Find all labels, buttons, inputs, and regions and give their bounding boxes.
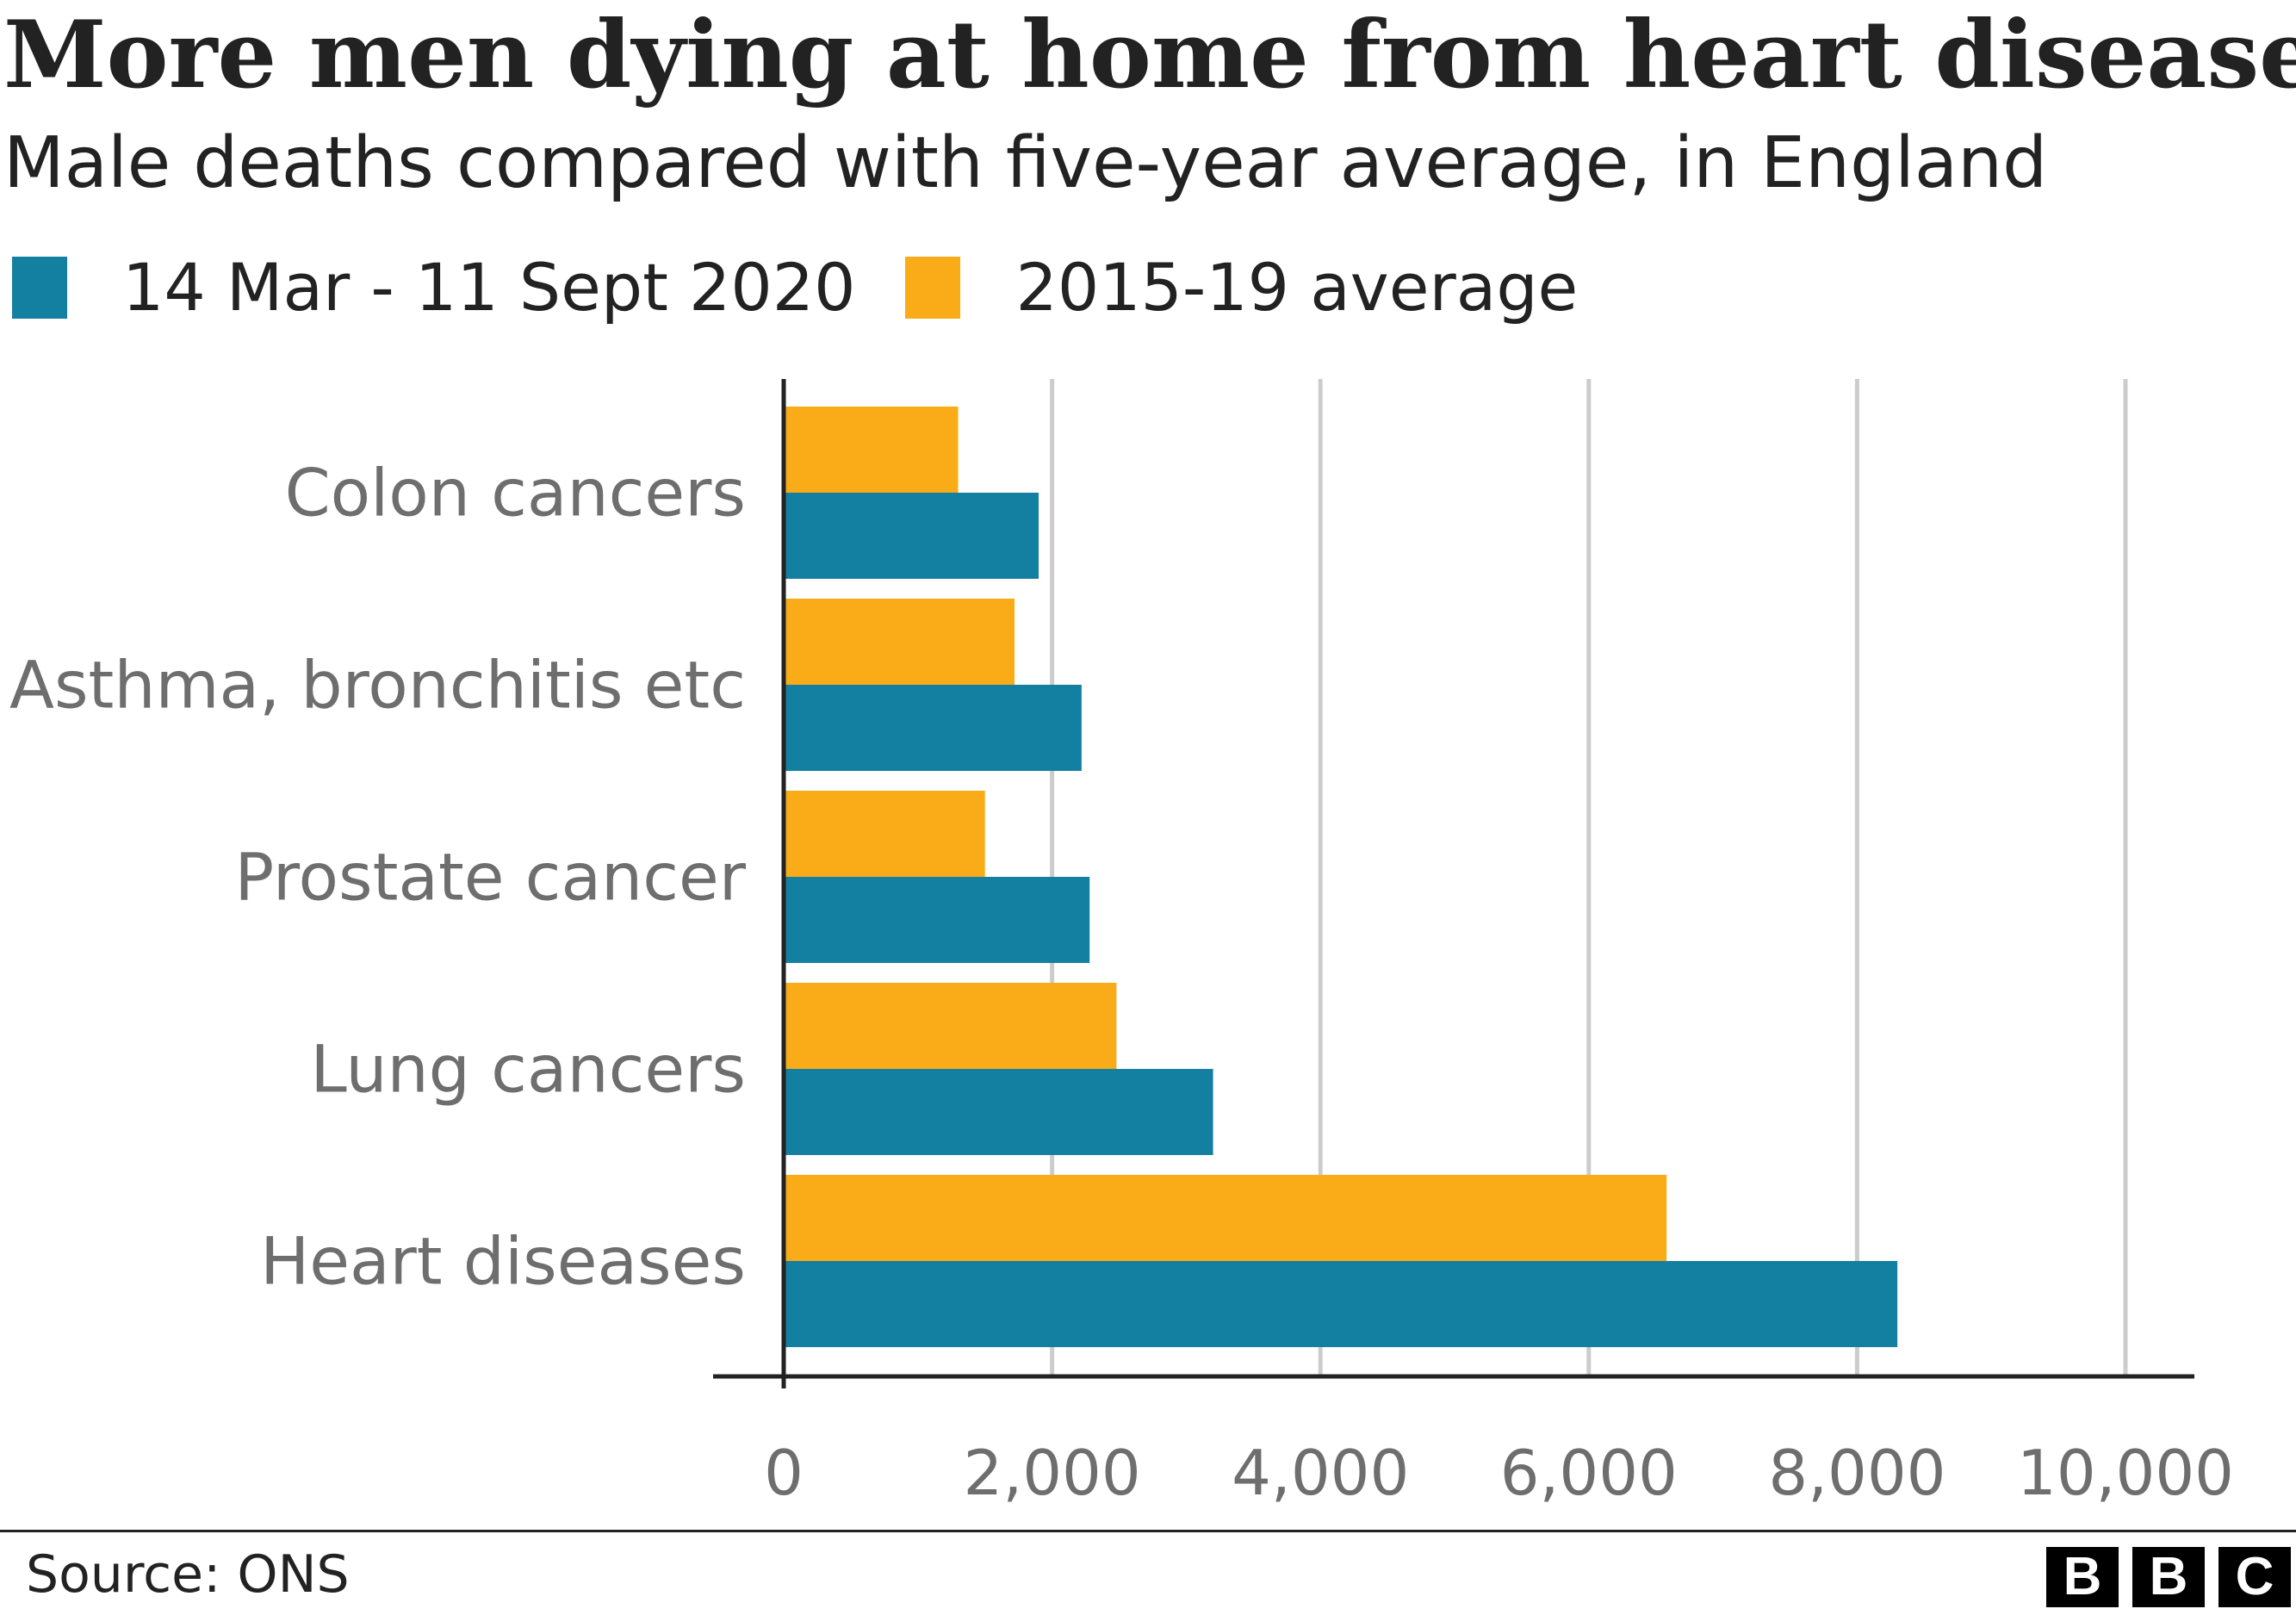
- category-label-2: Prostate cancer: [234, 839, 746, 916]
- x-tick-label-3: 6,000: [1500, 1437, 1678, 1509]
- category-label-1: Asthma, bronchitis etc: [9, 647, 746, 724]
- x-tick-label-5: 10,000: [2017, 1437, 2234, 1509]
- category-label-4: Heart diseases: [260, 1223, 746, 1300]
- bbc-logo-letter-b1: B: [2046, 1547, 2119, 1607]
- legend-item-2020: 14 Mar - 11 Sept 2020: [12, 246, 855, 329]
- source-divider: [0, 1530, 2296, 1532]
- bar-2020-1: [784, 685, 1082, 771]
- legend: 14 Mar - 11 Sept 2020 2015-19 average: [12, 246, 1628, 329]
- bbc-logo-letter-c: C: [2218, 1547, 2291, 1607]
- bar-average-2: [784, 791, 985, 877]
- category-label-3: Lung cancers: [310, 1031, 746, 1108]
- bar-2020-0: [784, 493, 1039, 579]
- legend-label-2020: 14 Mar - 11 Sept 2020: [122, 249, 856, 326]
- bar-2020-2: [784, 877, 1090, 963]
- chart-subtitle: Male deaths compared with five-year aver…: [3, 122, 2048, 204]
- x-tick-label-1: 2,000: [964, 1437, 1141, 1509]
- legend-swatch-average: [905, 257, 961, 319]
- bar-chart: Colon cancers Asthma, bronchitis etc Prost…: [9, 379, 2234, 1509]
- bbc-logo: B B C: [2032, 1547, 2291, 1607]
- x-tick-label-2: 4,000: [1232, 1437, 1409, 1509]
- bar-2020-3: [784, 1069, 1213, 1155]
- bbc-logo-letter-b2: B: [2132, 1547, 2205, 1607]
- category-label-0: Colon cancers: [285, 455, 746, 531]
- x-tick-label-0: 0: [764, 1437, 804, 1509]
- bar-2020-4: [784, 1261, 1898, 1347]
- bar-average-0: [784, 407, 959, 493]
- x-tick-label-4: 8,000: [1768, 1437, 1945, 1509]
- bar-average-1: [784, 599, 1015, 685]
- source-note: Source: ONS: [26, 1544, 350, 1605]
- legend-swatch-2020: [12, 257, 67, 319]
- bar-average-4: [784, 1175, 1667, 1261]
- legend-item-average: 2015-19 average: [905, 246, 1578, 329]
- bar-average-3: [784, 983, 1117, 1069]
- legend-label-average: 2015-19 average: [1015, 249, 1579, 326]
- chart-title: More men dying at home from heart diseas…: [3, 1, 2296, 109]
